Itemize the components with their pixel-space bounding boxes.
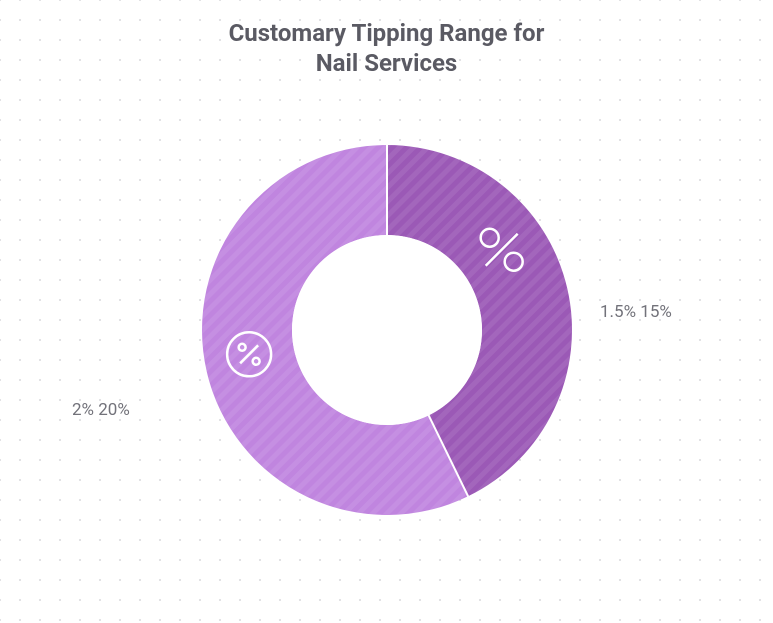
title-line-2: Nail Services (0, 48, 773, 78)
label-part-b: 15% (640, 302, 672, 322)
donut-chart (187, 130, 587, 530)
slice-label: 2% 20% (72, 400, 130, 420)
label-part-b: 20% (98, 400, 130, 420)
label-part-a: 2% (72, 400, 94, 420)
slice-label: 1.5% 15% (600, 302, 672, 322)
chart-title: Customary Tipping Range for Nail Service… (0, 18, 773, 78)
donut-svg (187, 130, 587, 530)
label-part-a: 1.5% (600, 302, 636, 322)
title-line-1: Customary Tipping Range for (0, 18, 773, 48)
donut-hole (292, 235, 482, 425)
